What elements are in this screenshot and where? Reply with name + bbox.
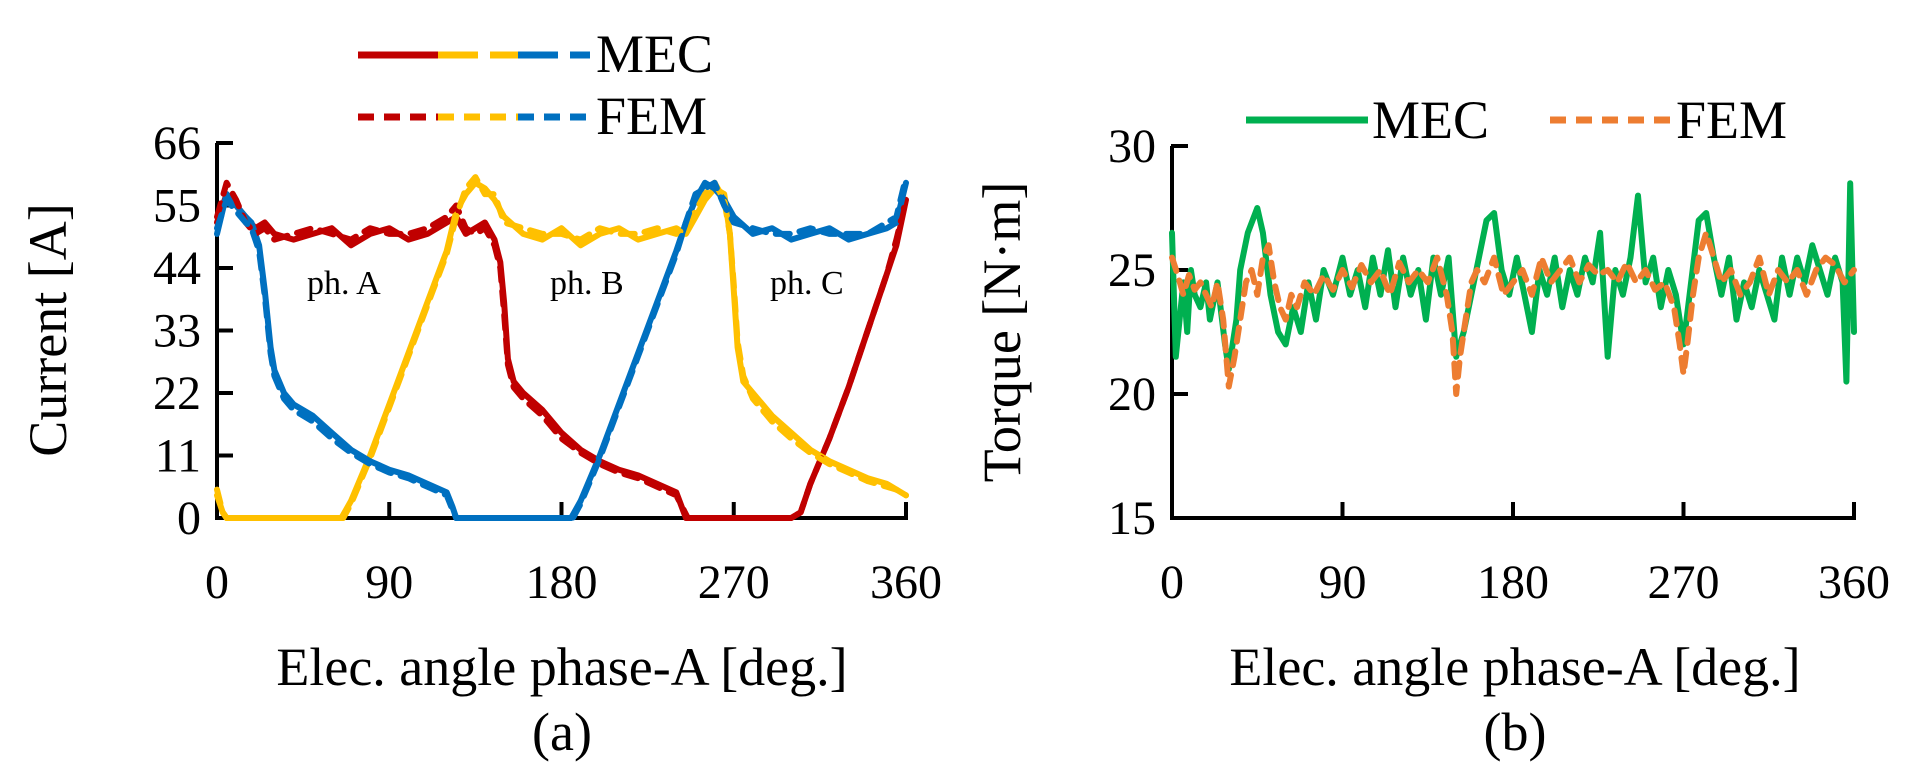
panel-b-caption: (b) (1484, 702, 1547, 762)
series-line-mec (1169, 180, 1857, 385)
y-tick-label: 44 (153, 242, 201, 295)
x-axis-title-a: Elec. angle phase-A [deg.] (276, 637, 847, 697)
x-tick-label: 360 (870, 556, 942, 609)
y-tick-label: 20 (1108, 368, 1156, 421)
series-line-ph-b-mec (214, 179, 909, 521)
y-tick-label: 22 (153, 367, 201, 420)
x-tick-label: 90 (365, 556, 413, 609)
x-tick-label: 0 (1160, 556, 1184, 609)
y-tick-label: 66 (153, 117, 201, 170)
ticks-b: 15 20 25 30 0 90 180 270 360 (1108, 120, 1890, 609)
y-tick-label: 30 (1108, 120, 1156, 173)
x-tick-label: 180 (526, 556, 598, 609)
legend-b: MEC FEM (1246, 90, 1787, 150)
annotation-ph-b: ph. B (550, 265, 624, 302)
y-tick-label: 0 (177, 492, 201, 545)
x-tick-label: 270 (698, 556, 770, 609)
panel-b-torque-chart: MEC FEM 15 20 25 30 0 90 180 270 360 Torque [N·m… (972, 90, 1890, 762)
series-b (1169, 180, 1857, 397)
x-tick-label: 360 (1818, 556, 1890, 609)
y-tick-label: 55 (153, 180, 201, 233)
ticks-a: 0 11 22 33 44 55 66 0 90 180 270 360 (153, 117, 942, 609)
series-line-ph-a-mec (214, 191, 909, 521)
y-tick-label: 25 (1108, 244, 1156, 297)
legend-b-fem-label: FEM (1676, 90, 1787, 150)
legend-a-mec-label: MEC (596, 24, 713, 84)
y-axis-title-b: Torque [N·m] (972, 182, 1032, 483)
y-axis-title-a: Current [A] (18, 203, 78, 456)
x-tick-label: 0 (205, 556, 229, 609)
y-tick-label: 15 (1108, 492, 1156, 545)
y-tick-label: 11 (155, 430, 201, 483)
x-axis-title-b: Elec. angle phase-A [deg.] (1229, 637, 1800, 697)
annotation-ph-a: ph. A (307, 265, 381, 302)
panel-a-caption: (a) (532, 702, 592, 762)
series-line-fem (1169, 229, 1857, 397)
x-tick-label: 180 (1477, 556, 1549, 609)
series-a (214, 174, 909, 521)
legend-a-fem-label: FEM (596, 86, 707, 146)
x-tick-label: 270 (1648, 556, 1720, 609)
series-line-ph-a-fem (214, 179, 909, 521)
y-tick-label: 33 (153, 305, 201, 358)
series-line-ph-b-fem (214, 174, 909, 521)
x-tick-label: 90 (1319, 556, 1367, 609)
legend-a: MEC FEM (358, 24, 713, 146)
series-line-ph-c-fem (214, 174, 909, 521)
legend-b-mec-label: MEC (1372, 90, 1489, 150)
annotation-ph-c: ph. C (770, 265, 844, 302)
